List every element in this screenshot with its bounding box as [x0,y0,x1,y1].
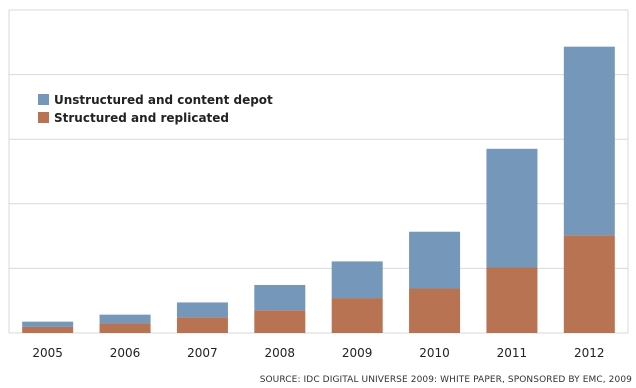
source-note: SOURCE: IDC DIGITAL UNIVERSE 2009: WHITE… [260,375,632,385]
bar-2007-structured [176,317,228,333]
bar-2010-structured [409,288,461,333]
bar-2012-structured [563,235,615,333]
bar-2007-unstructured [176,302,228,318]
bar-2008-unstructured [254,284,306,311]
bar-2012-unstructured [563,46,615,236]
bar-2008-structured [254,310,306,333]
bar-2009-unstructured [331,261,383,299]
legend-swatch [38,112,49,123]
bar-2009-structured [331,298,383,333]
x-tick-label-2010: 2010 [419,346,450,360]
bars [22,46,615,333]
bar-2005-structured [22,326,74,333]
bar-2011-unstructured [486,148,538,268]
bar-2006-structured [99,323,151,333]
legend-label: Structured and replicated [54,111,229,125]
x-tick-label-2005: 2005 [32,346,63,360]
x-tick-label-2012: 2012 [574,346,605,360]
x-tick-label-2011: 2011 [497,346,528,360]
legend-swatch [38,94,49,105]
legend: Unstructured and content depot Structured… [38,93,273,125]
bar-2005-unstructured [22,321,74,327]
bar-2010-unstructured [409,231,461,289]
x-tick-label-2007: 2007 [187,346,218,360]
bar-2006-unstructured [99,314,151,324]
legend-label: Unstructured and content depot [54,93,273,107]
x-tick-label-2008: 2008 [265,346,296,360]
x-axis: 2005 2006 2007 2008 2009 2010 2011 2012 [32,346,604,360]
x-tick-label-2006: 2006 [110,346,141,360]
x-tick-label-2009: 2009 [342,346,373,360]
bar-2011-structured [486,267,538,333]
